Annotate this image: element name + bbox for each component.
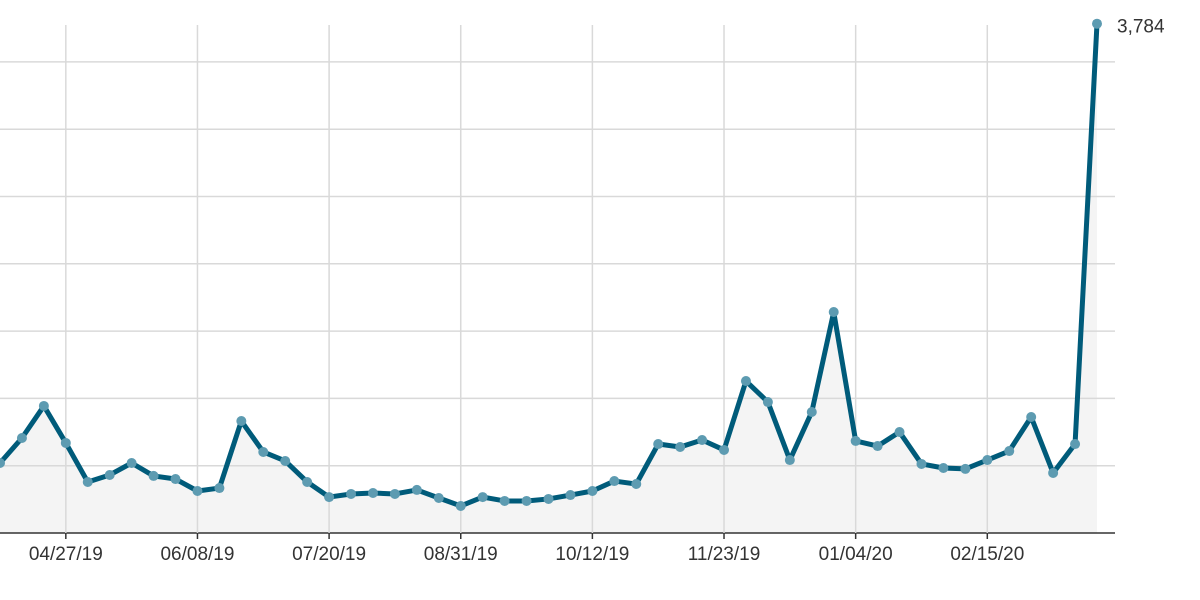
point	[258, 446, 269, 457]
x-tick-label: 10/12/19	[555, 544, 629, 565]
point	[60, 437, 71, 448]
x-tick-label: 07/20/19	[292, 544, 366, 565]
point	[126, 458, 137, 469]
point	[38, 400, 49, 411]
point	[1070, 439, 1081, 450]
x-tick-label: 06/08/19	[160, 544, 234, 565]
point	[850, 435, 861, 446]
point	[543, 493, 554, 504]
point	[346, 488, 357, 499]
point	[631, 479, 642, 490]
x-tick-label: 11/23/19	[688, 544, 761, 565]
point	[653, 439, 664, 450]
x-tick-label: 01/04/20	[819, 544, 893, 565]
point	[938, 462, 949, 473]
point	[0, 458, 5, 469]
point	[455, 500, 466, 511]
point	[675, 441, 686, 452]
point	[719, 444, 730, 455]
point	[960, 463, 971, 474]
point	[192, 486, 203, 497]
point	[499, 495, 510, 506]
point	[236, 416, 247, 427]
point	[1092, 18, 1102, 29]
point	[609, 476, 620, 487]
point	[433, 493, 444, 504]
point	[16, 432, 27, 443]
x-tick-label: 08/31/19	[424, 544, 498, 565]
point	[916, 458, 927, 469]
point	[828, 306, 839, 317]
point	[148, 470, 159, 481]
point	[872, 441, 883, 452]
point	[740, 376, 751, 387]
point	[477, 492, 488, 503]
point	[389, 488, 400, 499]
point	[324, 492, 335, 503]
point	[1004, 446, 1015, 457]
point	[565, 490, 576, 501]
point	[1048, 467, 1059, 478]
point	[587, 486, 598, 497]
point	[1026, 411, 1037, 422]
point	[762, 397, 773, 408]
point	[367, 488, 378, 499]
line	[0, 23, 1100, 509]
x-tick-label: 02/15/20	[950, 544, 1024, 565]
point	[411, 484, 422, 495]
point	[170, 474, 181, 485]
point	[982, 455, 993, 466]
point	[104, 469, 115, 480]
point	[806, 406, 817, 417]
point	[214, 483, 225, 494]
point	[894, 427, 905, 438]
point	[697, 434, 708, 445]
value-label: 3,784	[1117, 17, 1165, 38]
area	[0, 23, 1097, 533]
x-tick-label: 04/27/19	[29, 544, 103, 565]
point	[521, 495, 532, 506]
point	[280, 455, 291, 466]
point	[302, 476, 313, 487]
point	[82, 476, 93, 487]
point	[784, 455, 795, 466]
